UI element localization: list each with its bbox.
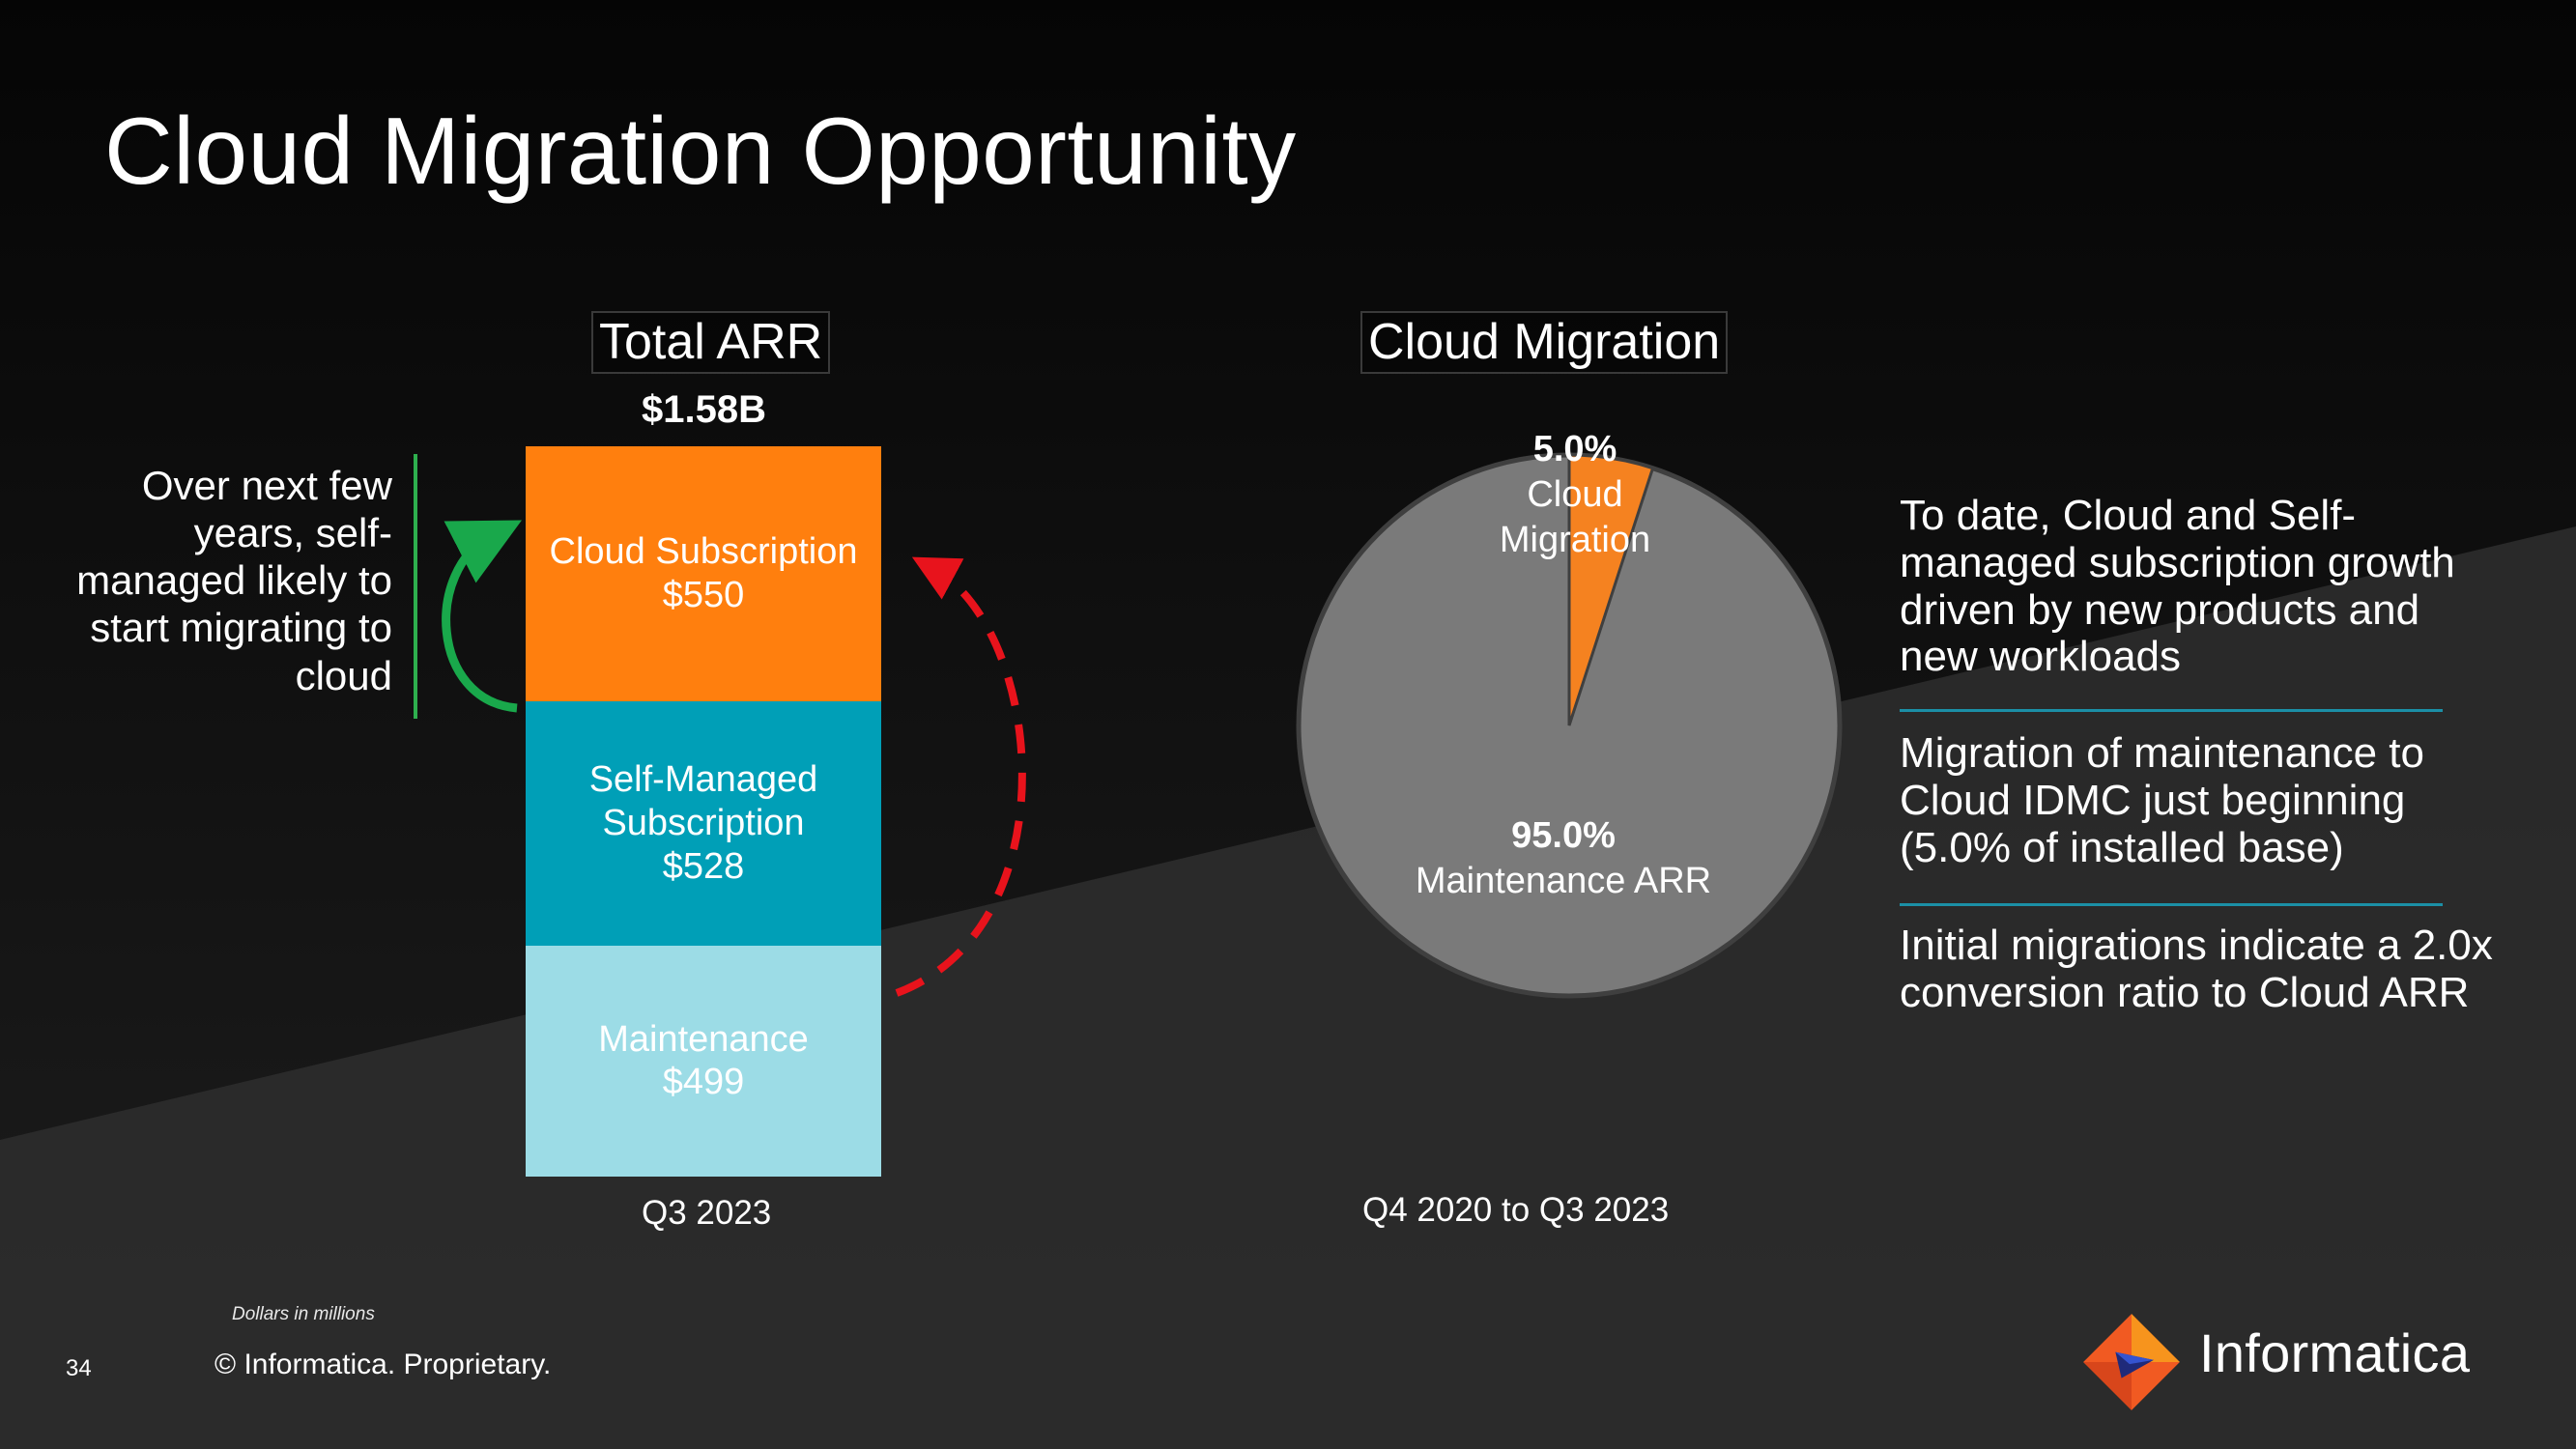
side-note-divider (414, 454, 417, 719)
bar-segment-value: $528 (662, 845, 745, 887)
bullet-growth: To date, Cloud and Self-managed subscrip… (1900, 492, 2455, 681)
pie-label-maintenance: 95.0% Maintenance ARR (1370, 813, 1757, 904)
bullet-separator (1900, 903, 2443, 906)
pie-value-maintenance: 95.0% (1511, 815, 1616, 856)
total-arr-value: $1.58B (642, 388, 766, 431)
side-note: Over next few years, self-managed likely… (76, 463, 392, 698)
bullet-separator (1900, 709, 2443, 712)
bullet-conversion: Initial migrations indicate a 2.0x conve… (1900, 922, 2493, 1016)
pie-label-cloud-migration: 5.0% Cloud Migration (1449, 427, 1701, 563)
pie-value-cloud: 5.0% (1532, 429, 1617, 469)
slide-title: Cloud Migration Opportunity (104, 98, 1297, 204)
bar-period-label: Q3 2023 (642, 1194, 772, 1232)
informatica-logo-icon (2083, 1314, 2180, 1410)
bar-segment-label: Cloud Subscription (549, 531, 858, 572)
cloud-migration-heading: Cloud Migration (1360, 311, 1729, 375)
pie-period-label: Q4 2020 to Q3 2023 (1362, 1191, 1670, 1229)
total-arr-heading: Total ARR (591, 311, 831, 375)
bar-segment-label: Self-Managed Subscription (588, 758, 818, 843)
pie-name-maintenance: Maintenance ARR (1415, 861, 1712, 902)
pie-slice-cloud-migration (1567, 453, 1655, 726)
bar-segment-value: $499 (662, 1062, 745, 1103)
bar-segment-label: Maintenance (598, 1018, 809, 1060)
bar-segment-cloud-subscription: Cloud Subscription $550 (526, 446, 881, 701)
brand-name: Informatica (2199, 1322, 2471, 1383)
bar-segment-maintenance: Maintenance $499 (526, 945, 881, 1177)
page-number: 34 (66, 1355, 92, 1381)
footnote: Dollars in millions (232, 1304, 375, 1324)
bar-segment-self-managed-subscription: Self-Managed Subscription $528 (526, 700, 881, 946)
bullet-migration: Migration of maintenance to Cloud IDMC j… (1900, 729, 2424, 871)
copyright: © Informatica. Proprietary. (215, 1349, 552, 1380)
pie-name-cloud: Cloud Migration (1499, 474, 1651, 561)
bar-segment-value: $550 (662, 574, 745, 615)
